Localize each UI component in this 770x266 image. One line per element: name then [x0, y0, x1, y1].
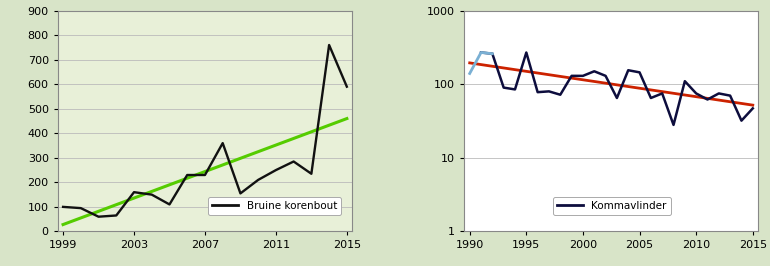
Legend: Bruine korenbout: Bruine korenbout: [208, 197, 341, 215]
Legend: Kommavlinder: Kommavlinder: [553, 197, 671, 215]
